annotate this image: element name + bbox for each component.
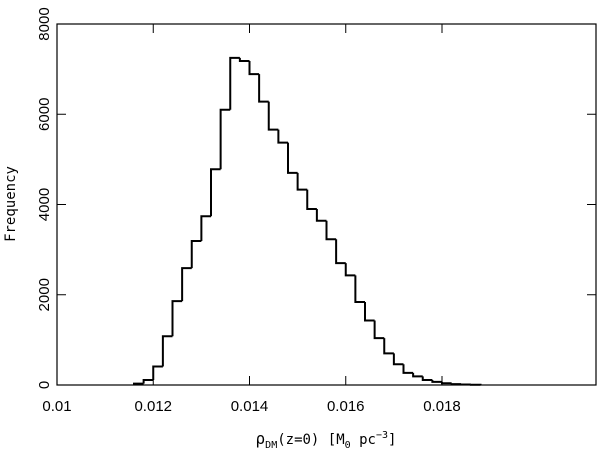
histogram-bin: [441, 381, 452, 385]
x-tick-label: 0.01: [42, 398, 71, 415]
histogram-bin: [296, 172, 308, 191]
histogram-bin: [181, 267, 192, 302]
x-axis-label: ρDM(z=0) [M0 pc−3]: [256, 429, 397, 451]
x-label-part: ]: [388, 432, 396, 448]
histogram-bin: [354, 275, 365, 303]
y-tick-label: 2000: [36, 278, 53, 311]
histogram-bin: [277, 129, 288, 144]
x-label-part: ρ: [256, 429, 266, 448]
histogram-bin: [133, 382, 144, 385]
histogram-bin: [402, 364, 414, 374]
x-label-part: 0: [345, 440, 351, 451]
histogram-bin: [325, 220, 337, 241]
y-axis-label: Frequency: [3, 166, 19, 242]
histogram-bin: [219, 108, 231, 170]
histogram-bin: [267, 101, 279, 131]
histogram-bin: [142, 379, 154, 384]
histogram-bin: [306, 189, 317, 211]
x-label-part: pc: [351, 432, 376, 448]
histogram-bin: [200, 215, 211, 242]
histogram-bin: [229, 56, 240, 110]
histogram-bin: [450, 383, 462, 386]
histogram-bin: [238, 57, 250, 63]
histogram-bin: [152, 365, 163, 381]
y-tick-label: 0: [36, 381, 53, 389]
x-tick-label: 0.018: [423, 398, 461, 415]
histogram-bin: [171, 300, 183, 337]
histogram-bin: [258, 74, 269, 103]
x-label-part: DM: [265, 440, 277, 451]
histogram-bin: [210, 168, 221, 217]
x-tick-label: 0.016: [327, 398, 365, 415]
histogram-bin: [335, 239, 346, 265]
histogram-bin: [248, 61, 260, 76]
histogram-bin: [392, 353, 404, 366]
histogram-bin: [373, 320, 385, 340]
y-tick-label: 8000: [36, 7, 53, 40]
histogram-bin: [412, 372, 423, 378]
histogram-bin: [190, 240, 202, 269]
histogram-bin: [315, 209, 327, 222]
plot-frame: [56, 23, 597, 386]
histogram-bin: [287, 142, 298, 174]
y-tick-label: 6000: [36, 98, 53, 131]
histogram-bin: [431, 380, 442, 383]
y-tick-label: 4000: [36, 188, 53, 221]
histogram-bin: [421, 376, 433, 382]
x-tick-label: 0.014: [231, 398, 269, 415]
x-label-part: (z=0) [M: [277, 432, 344, 448]
x-tick-label: 0.012: [134, 398, 172, 415]
histogram-bin: [344, 263, 356, 277]
histogram-bin: [383, 338, 394, 355]
x-label-part: −3: [376, 430, 388, 441]
histogram-bin: [161, 335, 173, 367]
histogram-bin: [364, 301, 375, 322]
